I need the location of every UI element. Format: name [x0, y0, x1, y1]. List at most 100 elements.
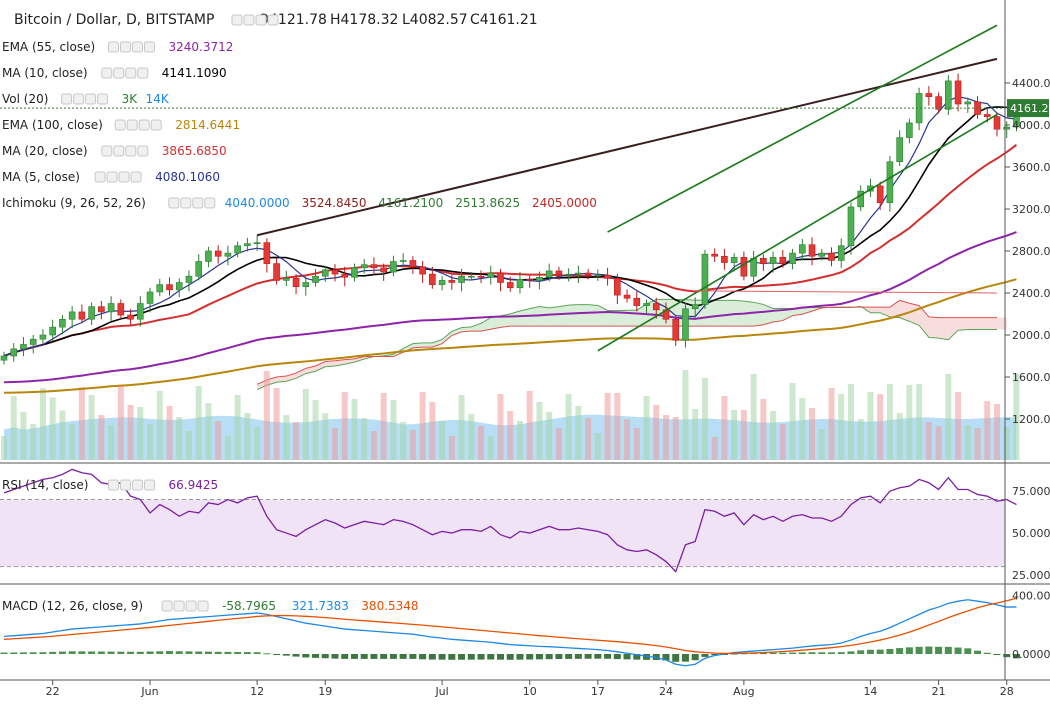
settings-icon[interactable]	[162, 601, 172, 611]
macd-histogram-bar	[429, 654, 436, 660]
macd-toolbar[interactable]	[162, 601, 208, 611]
ichimoku-cloud-segment	[520, 309, 530, 326]
volume-bar	[731, 410, 737, 460]
candle-body	[702, 254, 708, 304]
candle-body	[303, 283, 309, 287]
volume-bar	[283, 415, 289, 460]
candle-body	[400, 260, 406, 261]
close-icon[interactable]	[145, 42, 155, 52]
close-icon[interactable]	[145, 480, 155, 490]
candle-body	[819, 253, 825, 256]
settings-icon[interactable]	[256, 15, 266, 25]
candle-body	[955, 81, 961, 104]
settings-icon[interactable]	[174, 601, 184, 611]
settings-icon[interactable]	[232, 15, 242, 25]
price-pane[interactable]	[0, 25, 1019, 460]
settings-icon[interactable]	[107, 172, 117, 182]
indicator-toolbar[interactable]	[95, 172, 141, 182]
ichimoku-cloud-segment	[598, 305, 608, 326]
candle	[478, 270, 484, 283]
settings-icon[interactable]	[186, 601, 196, 611]
close-icon[interactable]	[151, 120, 161, 130]
settings-icon[interactable]	[181, 198, 191, 208]
settings-icon[interactable]	[133, 480, 143, 490]
candle-body	[381, 268, 387, 272]
time-tick-label: 14	[863, 685, 877, 698]
candle-body	[653, 304, 659, 310]
settings-icon[interactable]	[114, 146, 124, 156]
settings-icon[interactable]	[127, 120, 137, 130]
candle	[838, 238, 844, 267]
settings-icon[interactable]	[86, 94, 96, 104]
candle-body	[254, 243, 260, 244]
settings-icon[interactable]	[139, 120, 149, 130]
settings-icon[interactable]	[109, 480, 119, 490]
ichimoku-cloud-segment	[870, 307, 880, 313]
price-tick-label: 3600.00	[1012, 161, 1050, 174]
close-icon[interactable]	[268, 15, 278, 25]
settings-icon[interactable]	[126, 68, 136, 78]
macd-pane[interactable]	[1, 598, 1020, 665]
indicator-label: MA (5, close)	[2, 170, 80, 184]
settings-icon[interactable]	[115, 120, 125, 130]
macd-histogram-bar	[779, 653, 786, 654]
candle-body	[936, 97, 942, 110]
candle	[157, 279, 163, 296]
settings-icon[interactable]	[109, 42, 119, 52]
macd-value: 380.5348	[361, 599, 418, 613]
settings-icon[interactable]	[102, 68, 112, 78]
settings-icon[interactable]	[62, 94, 72, 104]
volume-bar	[79, 387, 85, 460]
macd-histogram-bar	[770, 653, 777, 654]
rsi-tick-label: 25.0000	[1012, 569, 1050, 582]
candle-body	[176, 283, 182, 290]
volume-bar	[167, 406, 173, 460]
candle-body	[322, 270, 328, 276]
candle-body	[770, 257, 776, 263]
volume-bar	[215, 421, 221, 460]
candle-body	[809, 245, 815, 257]
volume-bar	[50, 398, 56, 461]
indicator-toolbar[interactable]	[102, 146, 148, 156]
settings-icon[interactable]	[133, 42, 143, 52]
rsi-toolbar[interactable]	[109, 480, 155, 490]
volume-bar	[799, 398, 805, 460]
close-icon[interactable]	[138, 68, 148, 78]
settings-icon[interactable]	[169, 198, 179, 208]
close-icon[interactable]	[131, 172, 141, 182]
candle	[614, 274, 620, 304]
indicator-toolbar[interactable]	[102, 68, 148, 78]
close-icon[interactable]	[138, 146, 148, 156]
candle	[712, 248, 718, 262]
settings-icon[interactable]	[119, 172, 129, 182]
indicator-label: MA (10, close)	[2, 66, 88, 80]
settings-icon[interactable]	[102, 146, 112, 156]
candle-body	[167, 285, 173, 290]
macd-histogram-bar	[1, 653, 8, 654]
settings-icon[interactable]	[114, 68, 124, 78]
settings-icon[interactable]	[121, 42, 131, 52]
close-icon[interactable]	[98, 94, 108, 104]
close-icon[interactable]	[198, 601, 208, 611]
settings-icon[interactable]	[193, 198, 203, 208]
settings-icon[interactable]	[244, 15, 254, 25]
indicator-toolbar[interactable]	[109, 42, 155, 52]
indicator-toolbar[interactable]	[62, 94, 108, 104]
volume-bar	[663, 415, 669, 460]
settings-icon[interactable]	[74, 94, 84, 104]
macd-histogram-bar	[117, 652, 124, 654]
close-icon[interactable]	[205, 198, 215, 208]
header-toolbar[interactable]	[232, 15, 278, 25]
candle	[829, 247, 835, 266]
settings-icon[interactable]	[95, 172, 105, 182]
indicator-toolbar[interactable]	[115, 120, 161, 130]
candle	[916, 88, 922, 131]
settings-icon[interactable]	[121, 480, 131, 490]
volume-bar	[351, 399, 357, 460]
settings-icon[interactable]	[126, 146, 136, 156]
indicator-toolbar[interactable]	[169, 198, 215, 208]
price-tick-label: 2000.00	[1012, 329, 1050, 342]
volume-bar	[59, 411, 65, 461]
